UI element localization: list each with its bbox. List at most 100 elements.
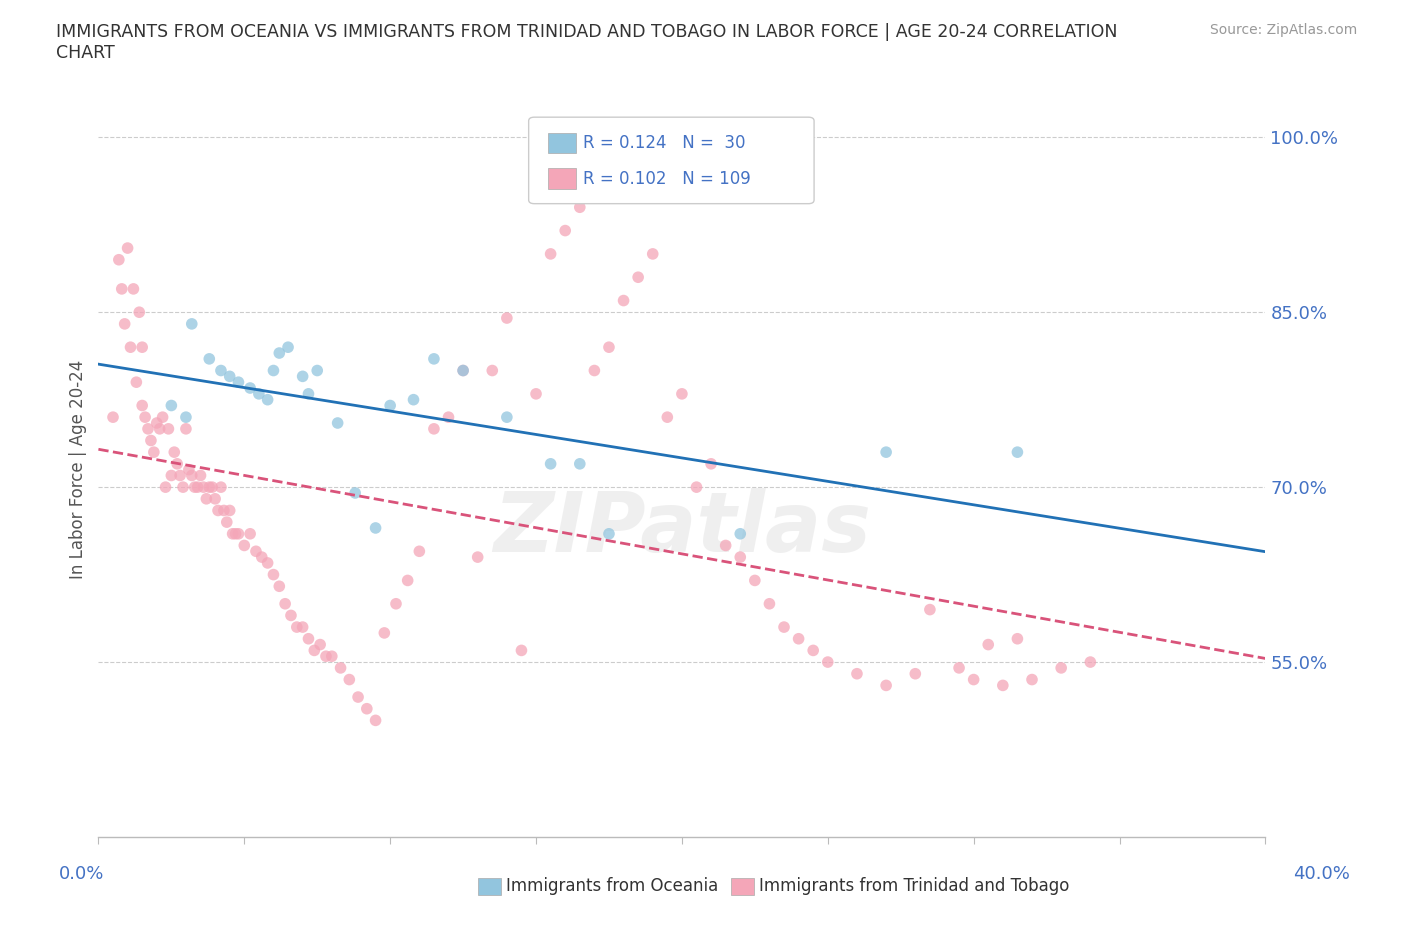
- Point: [554, 223, 576, 238]
- Point: [139, 433, 162, 448]
- Point: [875, 445, 897, 459]
- Point: [193, 480, 215, 495]
- Point: [166, 457, 188, 472]
- Point: [467, 550, 489, 565]
- Point: [134, 410, 156, 425]
- Point: [364, 521, 387, 536]
- Point: [627, 270, 650, 285]
- Point: [155, 480, 177, 495]
- Point: [730, 526, 752, 541]
- Point: [187, 480, 209, 495]
- Point: [977, 637, 1000, 652]
- Point: [297, 386, 319, 401]
- Point: [114, 316, 136, 331]
- Point: [315, 649, 337, 664]
- Point: [991, 678, 1014, 693]
- Point: [344, 485, 367, 500]
- Point: [125, 375, 148, 390]
- Point: [225, 526, 247, 541]
- Point: [152, 410, 174, 425]
- Point: [787, 631, 810, 646]
- Point: [120, 339, 142, 354]
- Point: [744, 573, 766, 588]
- Point: [212, 503, 235, 518]
- Point: [269, 346, 291, 361]
- Point: [685, 480, 707, 495]
- Text: 40.0%: 40.0%: [1294, 865, 1350, 884]
- Point: [201, 480, 224, 495]
- Point: [568, 200, 591, 215]
- Text: Source: ZipAtlas.com: Source: ZipAtlas.com: [1209, 23, 1357, 37]
- Point: [481, 363, 503, 378]
- Point: [108, 252, 131, 267]
- Point: [291, 369, 314, 384]
- Point: [280, 608, 302, 623]
- Point: [101, 410, 124, 425]
- Point: [612, 293, 634, 308]
- Point: [169, 468, 191, 483]
- Point: [250, 550, 273, 565]
- Point: [128, 305, 150, 320]
- Point: [1007, 631, 1029, 646]
- Point: [598, 339, 620, 354]
- Point: [402, 392, 425, 407]
- Point: [671, 386, 693, 401]
- Point: [180, 316, 202, 331]
- Point: [239, 526, 262, 541]
- Point: [291, 619, 314, 634]
- Point: [801, 643, 824, 658]
- Point: [228, 526, 250, 541]
- Point: [1007, 445, 1029, 459]
- Point: [437, 410, 460, 425]
- Text: R = 0.124   N =  30: R = 0.124 N = 30: [583, 134, 747, 153]
- Point: [239, 380, 262, 395]
- Point: [198, 352, 221, 366]
- Point: [221, 526, 243, 541]
- Point: [136, 421, 159, 436]
- Point: [174, 410, 197, 425]
- Point: [285, 619, 308, 634]
- Point: [408, 544, 430, 559]
- Point: [218, 369, 240, 384]
- Point: [451, 363, 474, 378]
- Point: [423, 421, 446, 436]
- Point: [641, 246, 664, 261]
- Point: [904, 666, 927, 681]
- Point: [385, 596, 408, 611]
- Point: [177, 462, 200, 477]
- Point: [262, 567, 284, 582]
- Point: [1021, 672, 1043, 687]
- Point: [540, 457, 562, 472]
- Point: [657, 410, 679, 425]
- Point: [730, 550, 752, 565]
- Point: [321, 649, 343, 664]
- Point: [228, 375, 250, 390]
- Point: [233, 538, 256, 553]
- Point: [190, 468, 212, 483]
- Point: [451, 363, 474, 378]
- Point: [496, 311, 519, 325]
- Point: [215, 514, 238, 529]
- Y-axis label: In Labor Force | Age 20-24: In Labor Force | Age 20-24: [69, 360, 87, 579]
- Point: [347, 690, 370, 705]
- Point: [209, 363, 232, 378]
- Point: [496, 410, 519, 425]
- Point: [540, 246, 562, 261]
- Point: [356, 701, 378, 716]
- Text: Immigrants from Trinidad and Tobago: Immigrants from Trinidad and Tobago: [759, 877, 1070, 896]
- Point: [423, 352, 446, 366]
- Point: [846, 666, 869, 681]
- Point: [568, 457, 591, 472]
- Point: [245, 544, 267, 559]
- Text: R = 0.102   N = 109: R = 0.102 N = 109: [583, 169, 751, 188]
- Point: [157, 421, 180, 436]
- Point: [817, 655, 839, 670]
- Point: [142, 445, 165, 459]
- Point: [160, 398, 183, 413]
- Point: [131, 398, 153, 413]
- Point: [396, 573, 419, 588]
- Point: [918, 602, 941, 617]
- Point: [198, 480, 221, 495]
- Point: [183, 480, 205, 495]
- Point: [207, 503, 229, 518]
